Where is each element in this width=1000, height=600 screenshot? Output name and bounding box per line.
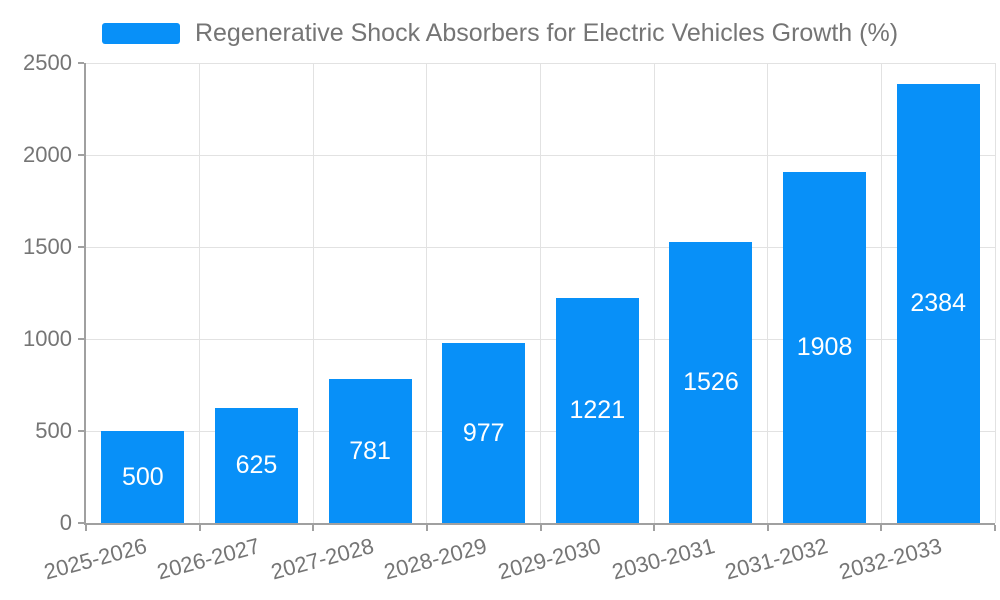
bar-2031-2032: 1908 xyxy=(783,171,867,523)
bar-value-label: 1526 xyxy=(683,368,739,397)
y-axis-label: 2000 xyxy=(23,142,72,167)
x-axis-tick xyxy=(766,525,769,531)
v-gridline xyxy=(312,63,314,523)
y-axis-line xyxy=(84,63,86,525)
x-axis-label: 2031-2032 xyxy=(722,533,831,585)
bar-value-label: 781 xyxy=(349,436,391,465)
v-gridline xyxy=(199,63,201,523)
x-axis-line xyxy=(84,523,995,525)
v-gridline xyxy=(426,63,428,523)
v-gridline xyxy=(994,63,996,523)
x-axis-label: 2029-2030 xyxy=(495,533,604,585)
y-axis-tick xyxy=(78,246,84,248)
y-axis-tick xyxy=(78,522,84,524)
x-axis-tick xyxy=(539,525,542,531)
bar-value-label: 1221 xyxy=(569,396,626,425)
x-axis-tick xyxy=(312,525,315,531)
x-axis-tick xyxy=(85,525,87,531)
y-axis-label: 1500 xyxy=(23,234,72,259)
legend-item[interactable]: Regenerative Shock Absorbers for Electri… xyxy=(0,18,1000,48)
y-axis-tick xyxy=(78,338,84,340)
v-gridline xyxy=(653,63,655,523)
y-axis-label: 1000 xyxy=(23,326,72,351)
bar-value-label: 2384 xyxy=(910,289,966,318)
bar-value-label: 977 xyxy=(462,418,505,447)
x-axis-label: 2025-2026 xyxy=(40,533,150,585)
y-axis-label: 0 xyxy=(59,510,72,535)
bar-2030-2031: 1526 xyxy=(669,242,753,523)
legend-label: Regenerative Shock Absorbers for Electri… xyxy=(194,18,899,47)
x-axis-tick xyxy=(653,525,656,531)
bar-2029-2030: 1221 xyxy=(555,298,639,523)
bar-value-label: 500 xyxy=(121,462,164,491)
y-axis-label: 2500 xyxy=(23,50,72,75)
x-axis-label: 2028-2029 xyxy=(381,533,490,585)
x-axis-tick xyxy=(994,525,996,531)
bar-value-label: 1908 xyxy=(796,332,853,361)
x-axis-label: 2032-2033 xyxy=(836,533,945,585)
v-gridline xyxy=(880,63,882,523)
y-axis-tick xyxy=(78,154,84,156)
x-axis-label: 2027-2028 xyxy=(268,533,377,585)
bar-2032-2033: 2384 xyxy=(896,84,980,523)
y-axis-label: 500 xyxy=(35,418,72,443)
bar-value-label: 625 xyxy=(235,451,278,479)
x-axis-tick xyxy=(425,525,428,531)
x-axis-label: 2030-2031 xyxy=(609,533,718,585)
v-gridline xyxy=(767,63,769,523)
v-gridline xyxy=(540,63,541,523)
x-axis-label: 2026-2027 xyxy=(154,533,263,585)
bar-2027-2028: 781 xyxy=(328,379,412,523)
bar-2028-2029: 977 xyxy=(442,343,526,523)
bar-2025-2026: 500 xyxy=(101,431,185,523)
y-axis-tick xyxy=(78,430,84,432)
x-axis-tick xyxy=(880,525,883,531)
legend-swatch xyxy=(101,22,180,44)
x-axis-tick xyxy=(198,525,201,531)
y-axis-tick xyxy=(78,62,84,64)
bar-2026-2027: 625 xyxy=(214,408,298,523)
